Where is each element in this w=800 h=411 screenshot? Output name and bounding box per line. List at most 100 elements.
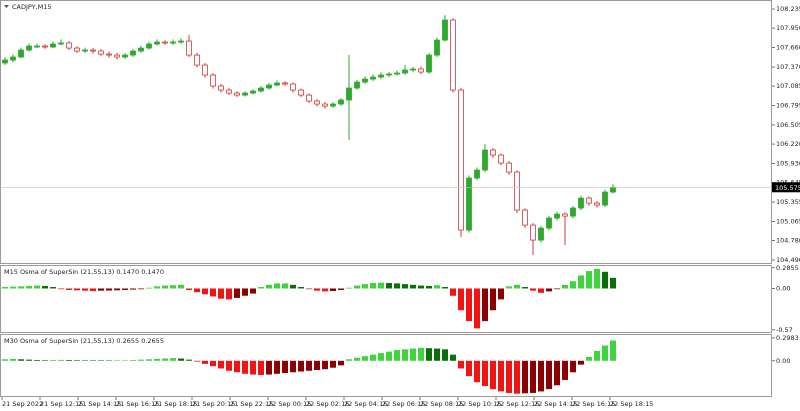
histogram-bar [402, 284, 408, 289]
candle-body [266, 84, 272, 89]
histogram-bar [282, 360, 288, 374]
histogram-bar [218, 360, 224, 369]
histogram-bar [58, 359, 64, 361]
histogram-bar [314, 360, 320, 370]
candle-body [474, 169, 480, 179]
candle-body [498, 154, 504, 164]
histogram-bar [578, 275, 584, 289]
y-tick-label: 105.355 [776, 198, 800, 206]
candle-body [362, 78, 368, 83]
histogram-bar [298, 287, 304, 289]
candle-body [354, 81, 360, 89]
histogram-bar [594, 268, 600, 289]
y-tick-label: 107.370 [776, 63, 800, 71]
y-tick-label: 107.950 [776, 24, 800, 32]
histogram-bar [546, 288, 552, 292]
candle-body [570, 207, 576, 217]
histogram-bar [346, 287, 352, 289]
histogram-bar [594, 350, 600, 361]
histogram-bar [378, 353, 384, 361]
histogram-bar [570, 360, 576, 373]
x-tick-label: 22 Sep 14:15 [534, 400, 577, 408]
histogram-bar [530, 288, 536, 291]
histogram-bar [554, 288, 560, 290]
panel-title: M30 Osma of SuperSin (21,55,13) 0.2655 0… [4, 337, 164, 345]
histogram-bar [418, 347, 424, 361]
candle-body [538, 227, 544, 241]
candle-body [346, 87, 352, 101]
histogram-bar [570, 281, 576, 289]
y-tick-label: 107.085 [776, 82, 800, 90]
histogram-bar [490, 360, 496, 390]
histogram-bar [90, 360, 96, 361]
candle-body [418, 68, 424, 73]
histogram-bar [450, 288, 456, 296]
candle-body [282, 82, 288, 85]
candle-body [234, 92, 240, 96]
histogram-bar [58, 288, 64, 290]
indicator-panel-frame [0, 334, 772, 397]
candle-body [482, 149, 488, 171]
histogram-bar [298, 360, 304, 372]
histogram-bar [434, 285, 440, 289]
candle-body [370, 76, 376, 80]
histogram-bar [530, 360, 536, 393]
histogram-bar [562, 284, 568, 289]
histogram-bar [226, 360, 232, 371]
candle-body [194, 54, 200, 66]
histogram-bar [602, 271, 608, 289]
candle-body [578, 197, 584, 209]
candle-body [26, 45, 32, 51]
histogram-bar [10, 358, 16, 361]
candle-body [610, 186, 616, 193]
histogram-bar [66, 360, 72, 361]
candle-body [162, 41, 168, 44]
histogram-bar [346, 359, 352, 361]
histogram-bar [202, 288, 208, 295]
candle-body [402, 69, 408, 74]
candle-body [242, 92, 248, 96]
histogram-bar [106, 360, 112, 362]
candle-body [250, 90, 256, 94]
histogram-bar [362, 284, 368, 289]
candle-body [426, 54, 432, 73]
candle-body [290, 83, 296, 91]
histogram-bar [498, 288, 504, 300]
histogram-bar [498, 360, 504, 392]
y-tick-label: 105.065 [776, 217, 800, 225]
histogram-bar [314, 288, 320, 291]
candle-body [170, 41, 176, 44]
candle-body [522, 209, 528, 226]
candle-body [130, 50, 136, 56]
histogram-bar [306, 288, 312, 290]
y-tick-label: 0.00 [776, 357, 790, 365]
histogram-bar [50, 287, 56, 289]
candle-body [298, 89, 304, 96]
x-tick-label: 22 Sep 16:15 [572, 400, 615, 408]
histogram-bar [202, 360, 208, 364]
histogram-bar [362, 356, 368, 361]
histogram-bar [466, 288, 472, 322]
y-tick-label: -0.57 [776, 326, 793, 334]
histogram-bar [130, 288, 136, 290]
histogram-bar [306, 360, 312, 371]
menu-triangle[interactable] [4, 5, 9, 8]
histogram-bar [234, 288, 240, 298]
x-tick-label: 22 Sep 08:15 [420, 400, 463, 408]
histogram-bar [418, 285, 424, 289]
histogram-bar [2, 287, 8, 289]
x-tick-label: 22 Sep 06:15 [382, 400, 425, 408]
histogram-bar [42, 285, 48, 289]
histogram-bar [170, 358, 176, 361]
histogram-bar [146, 359, 152, 361]
x-tick-label: 21 Sep 12:15 [40, 400, 83, 408]
histogram-bar [386, 351, 392, 361]
histogram-bar [242, 360, 248, 374]
histogram-bar [466, 360, 472, 377]
histogram-bar [178, 358, 184, 361]
histogram-bar [26, 285, 32, 289]
candle-body [490, 149, 496, 156]
histogram-bar [242, 288, 248, 296]
histogram-bar [290, 360, 296, 373]
